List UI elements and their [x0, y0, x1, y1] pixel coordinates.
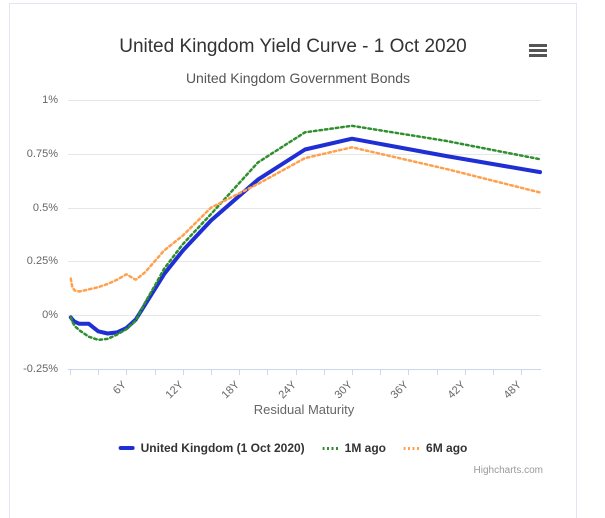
x-axis-tick	[352, 369, 353, 375]
x-axis-tick	[521, 369, 523, 375]
y-axis-label: -0.25%	[23, 363, 58, 375]
gridline	[68, 207, 541, 209]
legend-label-1m-ago: 1M ago	[344, 441, 387, 455]
hamburger-icon	[529, 44, 547, 47]
legend-label-6m-ago: 6M ago	[426, 441, 468, 455]
series-line-1m-ago	[69, 124, 542, 342]
legend: United Kingdom (1 Oct 2020) 1M ago 6M ago	[118, 441, 467, 455]
export-menu-button[interactable]	[529, 44, 547, 59]
x-axis-tick	[436, 369, 438, 375]
chart-title: United Kingdom Yield Curve - 1 Oct 2020	[119, 36, 467, 57]
hamburger-icon	[529, 54, 547, 57]
gridline	[68, 315, 541, 317]
highcharts-credits[interactable]: Highcharts.com	[473, 465, 543, 476]
gridline	[68, 153, 541, 155]
x-axis-tick	[126, 369, 128, 375]
x-axis-tick	[493, 369, 494, 375]
gridline	[68, 261, 541, 263]
y-axis-label: 0.5%	[32, 201, 58, 214]
series-line-6m-ago	[69, 146, 542, 293]
chart-subtitle: United Kingdom Government Bonds	[185, 70, 411, 86]
x-axis-tick	[408, 369, 410, 375]
x-axis-line	[68, 369, 541, 370]
x-axis-tick	[182, 369, 184, 375]
y-axis-label: 0.75%	[26, 147, 58, 160]
y-axis-label: 0.25%	[26, 255, 58, 268]
legend-label-united-kingdom-1-oct-2020: United Kingdom (1 Oct 2020)	[140, 441, 305, 455]
x-axis-tick	[267, 369, 269, 375]
x-axis-tick	[98, 369, 100, 375]
legend-item-6m-ago[interactable]: 6M ago	[404, 441, 467, 455]
x-axis-tick	[154, 369, 156, 375]
legend-item-1m-ago[interactable]: 1M ago	[322, 441, 387, 455]
y-axis-label: 1%	[42, 94, 58, 106]
gridline	[68, 100, 541, 101]
x-axis-tick	[239, 369, 241, 375]
x-axis-tick	[295, 369, 297, 375]
y-axis-label: 0%	[42, 309, 58, 322]
dotted-line-icon	[322, 446, 339, 450]
x-axis-tick	[70, 369, 71, 375]
solid-line-icon	[118, 446, 135, 450]
x-axis-title: Residual Maturity	[253, 402, 355, 417]
dotted-line-icon	[404, 446, 421, 450]
x-axis-tick	[464, 369, 466, 375]
x-axis-tick	[380, 369, 382, 375]
series-line-united-kingdom-1-oct-2020	[68, 136, 542, 336]
hamburger-icon	[529, 49, 547, 52]
chart-card	[9, 3, 577, 518]
legend-item-united-kingdom-1-oct-2020[interactable]: United Kingdom (1 Oct 2020)	[118, 441, 305, 455]
x-axis-tick	[323, 369, 325, 375]
x-axis-tick	[211, 369, 212, 375]
